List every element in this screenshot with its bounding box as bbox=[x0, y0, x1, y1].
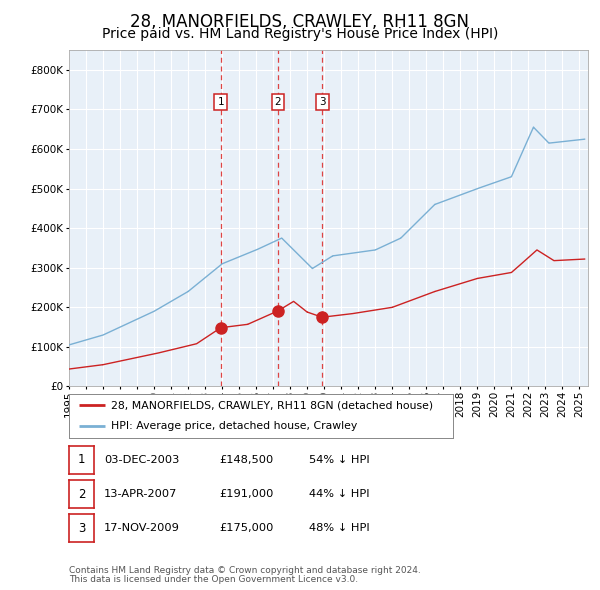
Text: Contains HM Land Registry data © Crown copyright and database right 2024.: Contains HM Land Registry data © Crown c… bbox=[69, 566, 421, 575]
Text: 28, MANORFIELDS, CRAWLEY, RH11 8GN (detached house): 28, MANORFIELDS, CRAWLEY, RH11 8GN (deta… bbox=[111, 401, 433, 411]
Text: 28, MANORFIELDS, CRAWLEY, RH11 8GN: 28, MANORFIELDS, CRAWLEY, RH11 8GN bbox=[131, 13, 470, 31]
Text: 48% ↓ HPI: 48% ↓ HPI bbox=[309, 523, 370, 533]
Text: 03-DEC-2003: 03-DEC-2003 bbox=[104, 455, 179, 464]
Text: 17-NOV-2009: 17-NOV-2009 bbox=[104, 523, 179, 533]
Text: 3: 3 bbox=[78, 522, 85, 535]
Text: This data is licensed under the Open Government Licence v3.0.: This data is licensed under the Open Gov… bbox=[69, 575, 358, 584]
Text: £148,500: £148,500 bbox=[219, 455, 273, 464]
Text: 1: 1 bbox=[78, 454, 85, 467]
Text: 2: 2 bbox=[275, 97, 281, 107]
Text: 44% ↓ HPI: 44% ↓ HPI bbox=[309, 489, 370, 499]
Text: £191,000: £191,000 bbox=[219, 489, 274, 499]
Text: 2: 2 bbox=[78, 488, 85, 501]
Text: 13-APR-2007: 13-APR-2007 bbox=[104, 489, 177, 499]
Text: 1: 1 bbox=[217, 97, 224, 107]
Text: 3: 3 bbox=[319, 97, 326, 107]
Text: 54% ↓ HPI: 54% ↓ HPI bbox=[309, 455, 370, 464]
Text: Price paid vs. HM Land Registry's House Price Index (HPI): Price paid vs. HM Land Registry's House … bbox=[102, 27, 498, 41]
Text: HPI: Average price, detached house, Crawley: HPI: Average price, detached house, Craw… bbox=[111, 421, 358, 431]
Text: £175,000: £175,000 bbox=[219, 523, 274, 533]
